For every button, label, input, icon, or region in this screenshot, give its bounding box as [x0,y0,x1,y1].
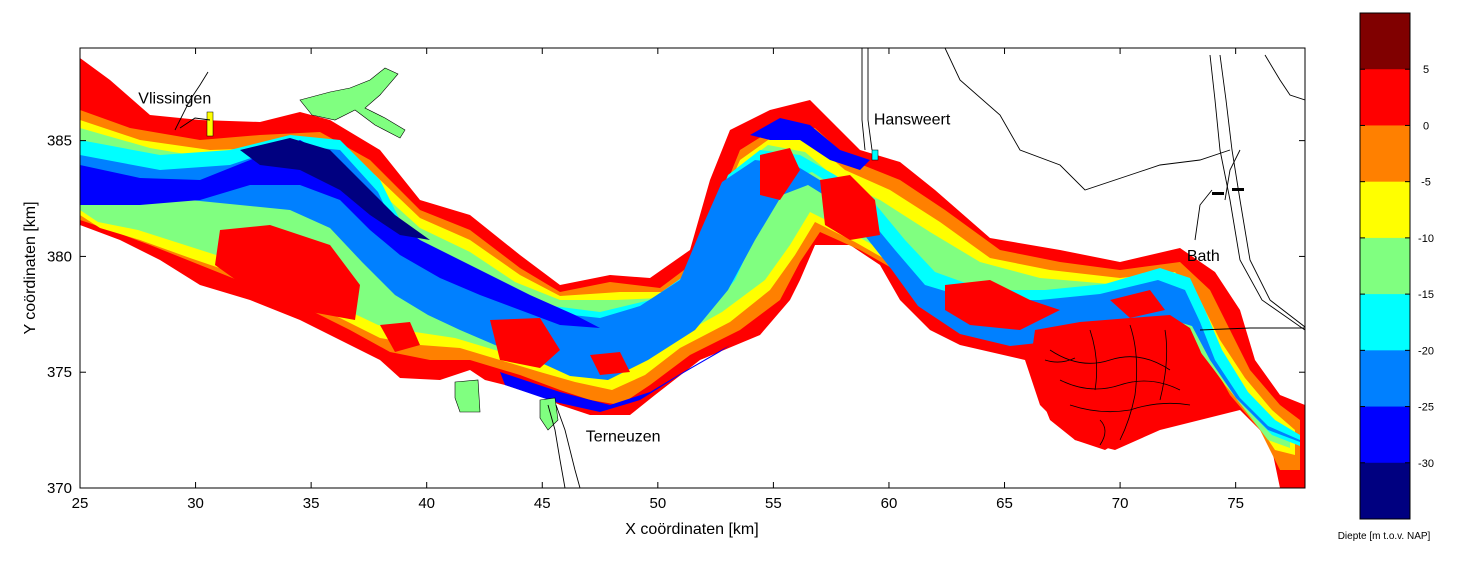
shoal-6 [380,322,420,352]
shoal-4 [945,280,1060,330]
depth-zone-blue-south [500,345,730,412]
place-label-bath: Bath [1187,248,1220,265]
x-tick-label: 75 [1227,495,1244,512]
x-tick-label: 65 [996,495,1013,512]
place-label-terneuzen: Terneuzen [586,429,661,446]
southbank-dock [454,379,481,413]
x-tick-label: 55 [765,495,782,512]
colorbar-tick-label: -10 [1418,233,1434,245]
estuary-bathymetry [80,48,1305,488]
colorbar-frame [1359,12,1411,520]
y-tick-label: 380 [47,248,72,265]
colorbar-swatch-red [1360,69,1410,126]
colorbar-tick-label: 0 [1423,120,1429,132]
x-tick-label: 35 [303,495,320,512]
x-tick-label: 50 [649,495,666,512]
colorbar-swatch-dark-red [1360,13,1410,70]
colorbar-tick-label: -20 [1418,345,1434,357]
shoal-2 [490,318,560,368]
colorbar-tick-label: -30 [1418,458,1434,470]
colorbar-title: Diepte [m t.o.v. NAP] [1338,531,1431,542]
colorbar-swatch-navy [1360,462,1410,520]
depth-zone-blue-hansweert [750,118,870,170]
x-tick-label: 70 [1112,495,1129,512]
y-axis-label: Y coördinaten [km] [22,201,39,334]
terneuzen-harbour [539,397,559,431]
colorbar-tick-label: -5 [1421,177,1431,189]
place-label-vlissingen: Vlissingen [138,91,211,108]
marsh-creeks [1044,324,1191,446]
y-tick-label: 375 [47,364,72,381]
bath-quay-2 [1232,188,1244,191]
y-tick-label: 385 [47,133,72,150]
x-tick-label: 25 [72,495,89,512]
saeftinghe-marsh [1030,315,1210,450]
x-tick-label: 45 [534,495,551,512]
shoal-3 [820,175,880,240]
plot-frame [79,47,1306,489]
vlissingen-quay [206,111,214,137]
colorbar-tick-label: -25 [1418,402,1434,414]
place-labels: Vlissingen Terneuzen Hansweert Bath [138,91,1219,446]
y-tick-label: 370 [47,480,72,497]
depth-zone-navy [240,138,430,240]
x-tick-label: 40 [418,495,435,512]
x-axis-label: X coördinaten [km] [625,521,758,538]
y-axis: 370 375 380 385 [47,133,1305,497]
vlissingen-harbour [299,67,406,139]
colorbar-swatch-yellow [1360,181,1410,239]
colorbar-swatch-light-green [1360,237,1410,295]
depth-colorbar: 5 0 -5 -10 -15 -20 -25 -30 [1359,12,1434,520]
x-tick-label: 30 [187,495,204,512]
shoal-7 [590,352,630,375]
colorbar-swatch-cyan [1360,294,1410,351]
depth-zone-blue [80,140,600,328]
place-label-hansweert: Hansweert [874,111,951,128]
colorbar-swatch-blue [1360,406,1410,464]
shoal-8 [1110,290,1165,318]
hansweert-lock [871,149,879,161]
colorbar-swatch-sky-blue [1360,350,1410,408]
colorbar-tick-label: -15 [1418,289,1434,301]
bath-quay-1 [1212,192,1224,195]
land-lines [174,48,1305,488]
shoal-5 [760,148,800,200]
x-tick-label: 60 [881,495,898,512]
shoal-1 [215,225,360,320]
colorbar-swatch-orange [1360,125,1410,183]
colorbar-tick-label: 5 [1423,64,1429,76]
x-axis: 25 30 35 40 45 50 55 60 65 70 75 [72,48,1244,512]
